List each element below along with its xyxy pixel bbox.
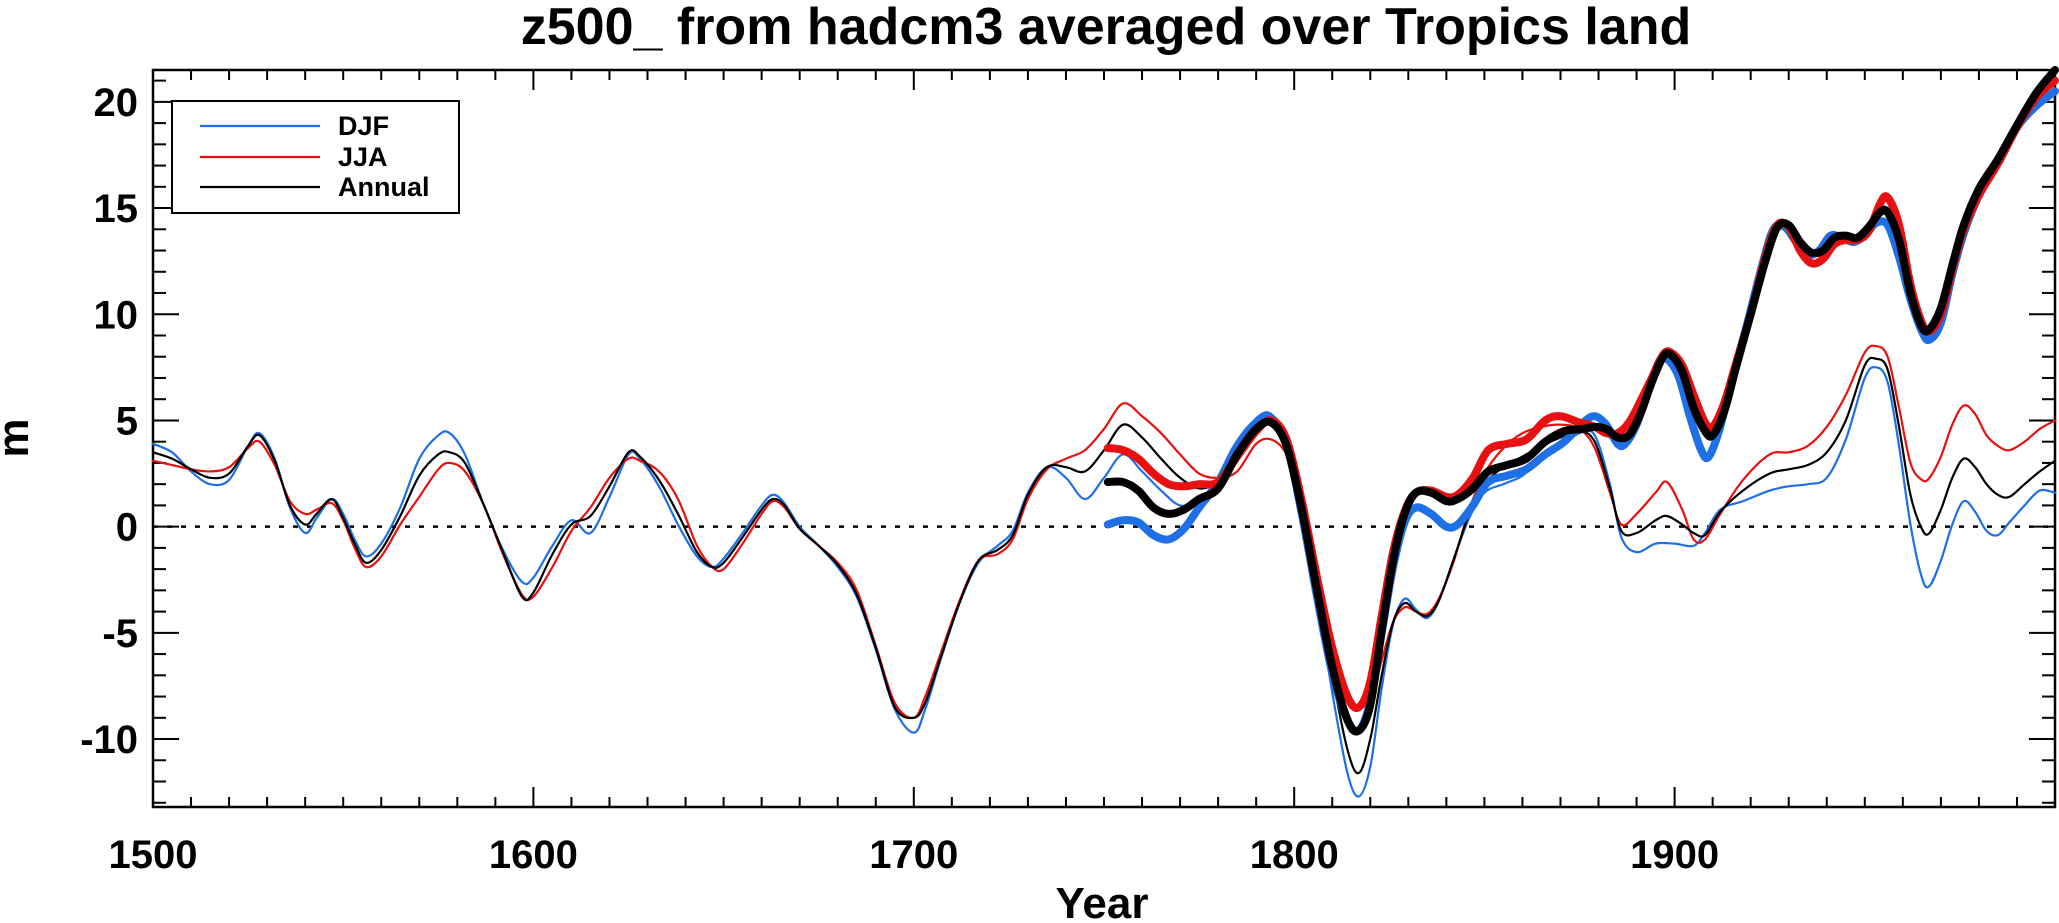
legend-label-djf: DJF <box>338 111 389 141</box>
series-line-djf-thick <box>1103 87 2059 736</box>
y-tick-label: -5 <box>102 612 138 656</box>
chart-title: z500_ from hadcm3 averaged over Tropics … <box>521 0 1691 56</box>
series-line-annual-thick <box>1103 66 2059 736</box>
series-line-jja <box>151 344 2057 735</box>
y-tick-label: 5 <box>116 399 138 443</box>
y-axis-title: m <box>0 418 38 457</box>
x-axis: 1500 1600 1700 1800 1900 <box>109 70 2056 877</box>
series-line-djf <box>151 365 2057 798</box>
x-tick-label: 1800 <box>1250 833 1339 877</box>
y-tick-label: 20 <box>94 81 139 125</box>
y-axis: -10 -5 0 5 10 15 20 <box>80 79 2055 804</box>
y-tick-label: 15 <box>94 187 139 231</box>
legend: DJF JJA Annual <box>171 100 460 214</box>
legend-label-annual: Annual <box>338 172 430 202</box>
y-tick-label: -10 <box>80 718 138 762</box>
series-line-annual <box>151 356 2057 775</box>
x-tick-label: 1500 <box>109 833 198 877</box>
x-tick-label: 1600 <box>489 833 578 877</box>
series-line-jja-thick <box>1103 76 2059 712</box>
y-tick-label: 10 <box>94 293 139 337</box>
legend-label-jja: JJA <box>338 142 388 172</box>
y-tick-label: 0 <box>116 506 138 550</box>
x-tick-label: 1700 <box>869 833 958 877</box>
x-tick-label: 1900 <box>1630 833 1719 877</box>
series-layer <box>151 66 2059 798</box>
x-axis-title: Year <box>1056 879 1149 923</box>
